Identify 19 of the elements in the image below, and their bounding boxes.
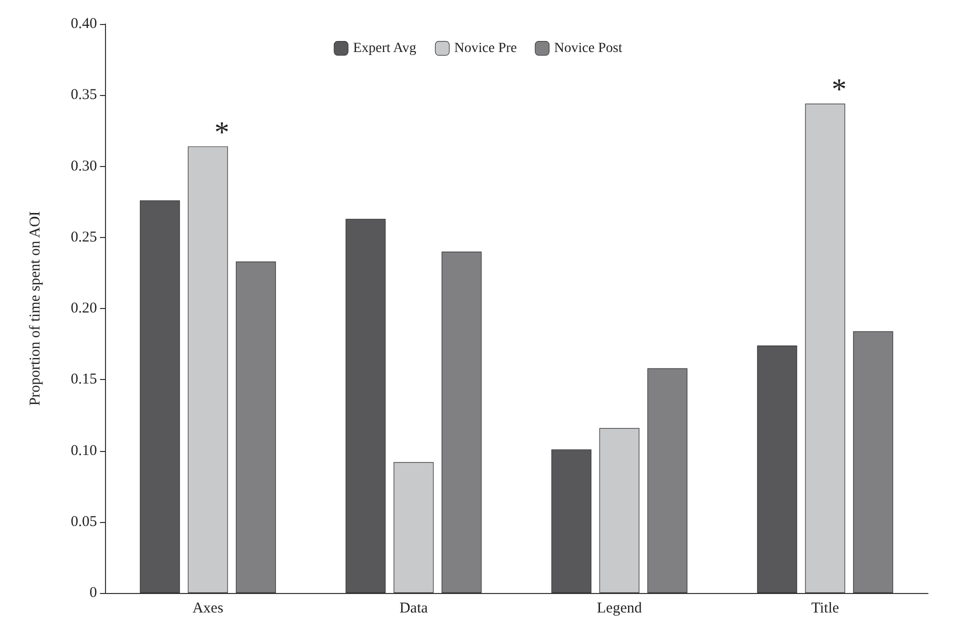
y-axis-title: Proportion of time spent on AOI	[28, 211, 44, 406]
y-tick-label: 0.40	[70, 16, 97, 32]
legend-label: Expert Avg	[353, 40, 416, 56]
annotation: *	[214, 116, 230, 149]
legend-label: Novice Pre	[454, 40, 517, 56]
y-tick-label: 0.20	[70, 300, 97, 316]
legend-label: Novice Post	[554, 40, 622, 56]
x-tick-label: Title	[811, 600, 840, 616]
y-tick-label: 0.05	[70, 514, 97, 530]
y-tick-label: 0.10	[70, 442, 97, 459]
annotation: *	[832, 73, 847, 106]
x-tick-label: Legend	[596, 600, 642, 616]
x-tick-label: Data	[399, 600, 428, 616]
y-tick-label: 0.25	[70, 229, 97, 246]
y-tick-label: 0.15	[70, 372, 97, 388]
y-tick-label: 0	[90, 585, 97, 601]
y-tick-label: 0.35	[70, 87, 97, 104]
y-tick-label: 0.30	[70, 158, 97, 174]
x-tick-label: Axes	[192, 600, 224, 616]
